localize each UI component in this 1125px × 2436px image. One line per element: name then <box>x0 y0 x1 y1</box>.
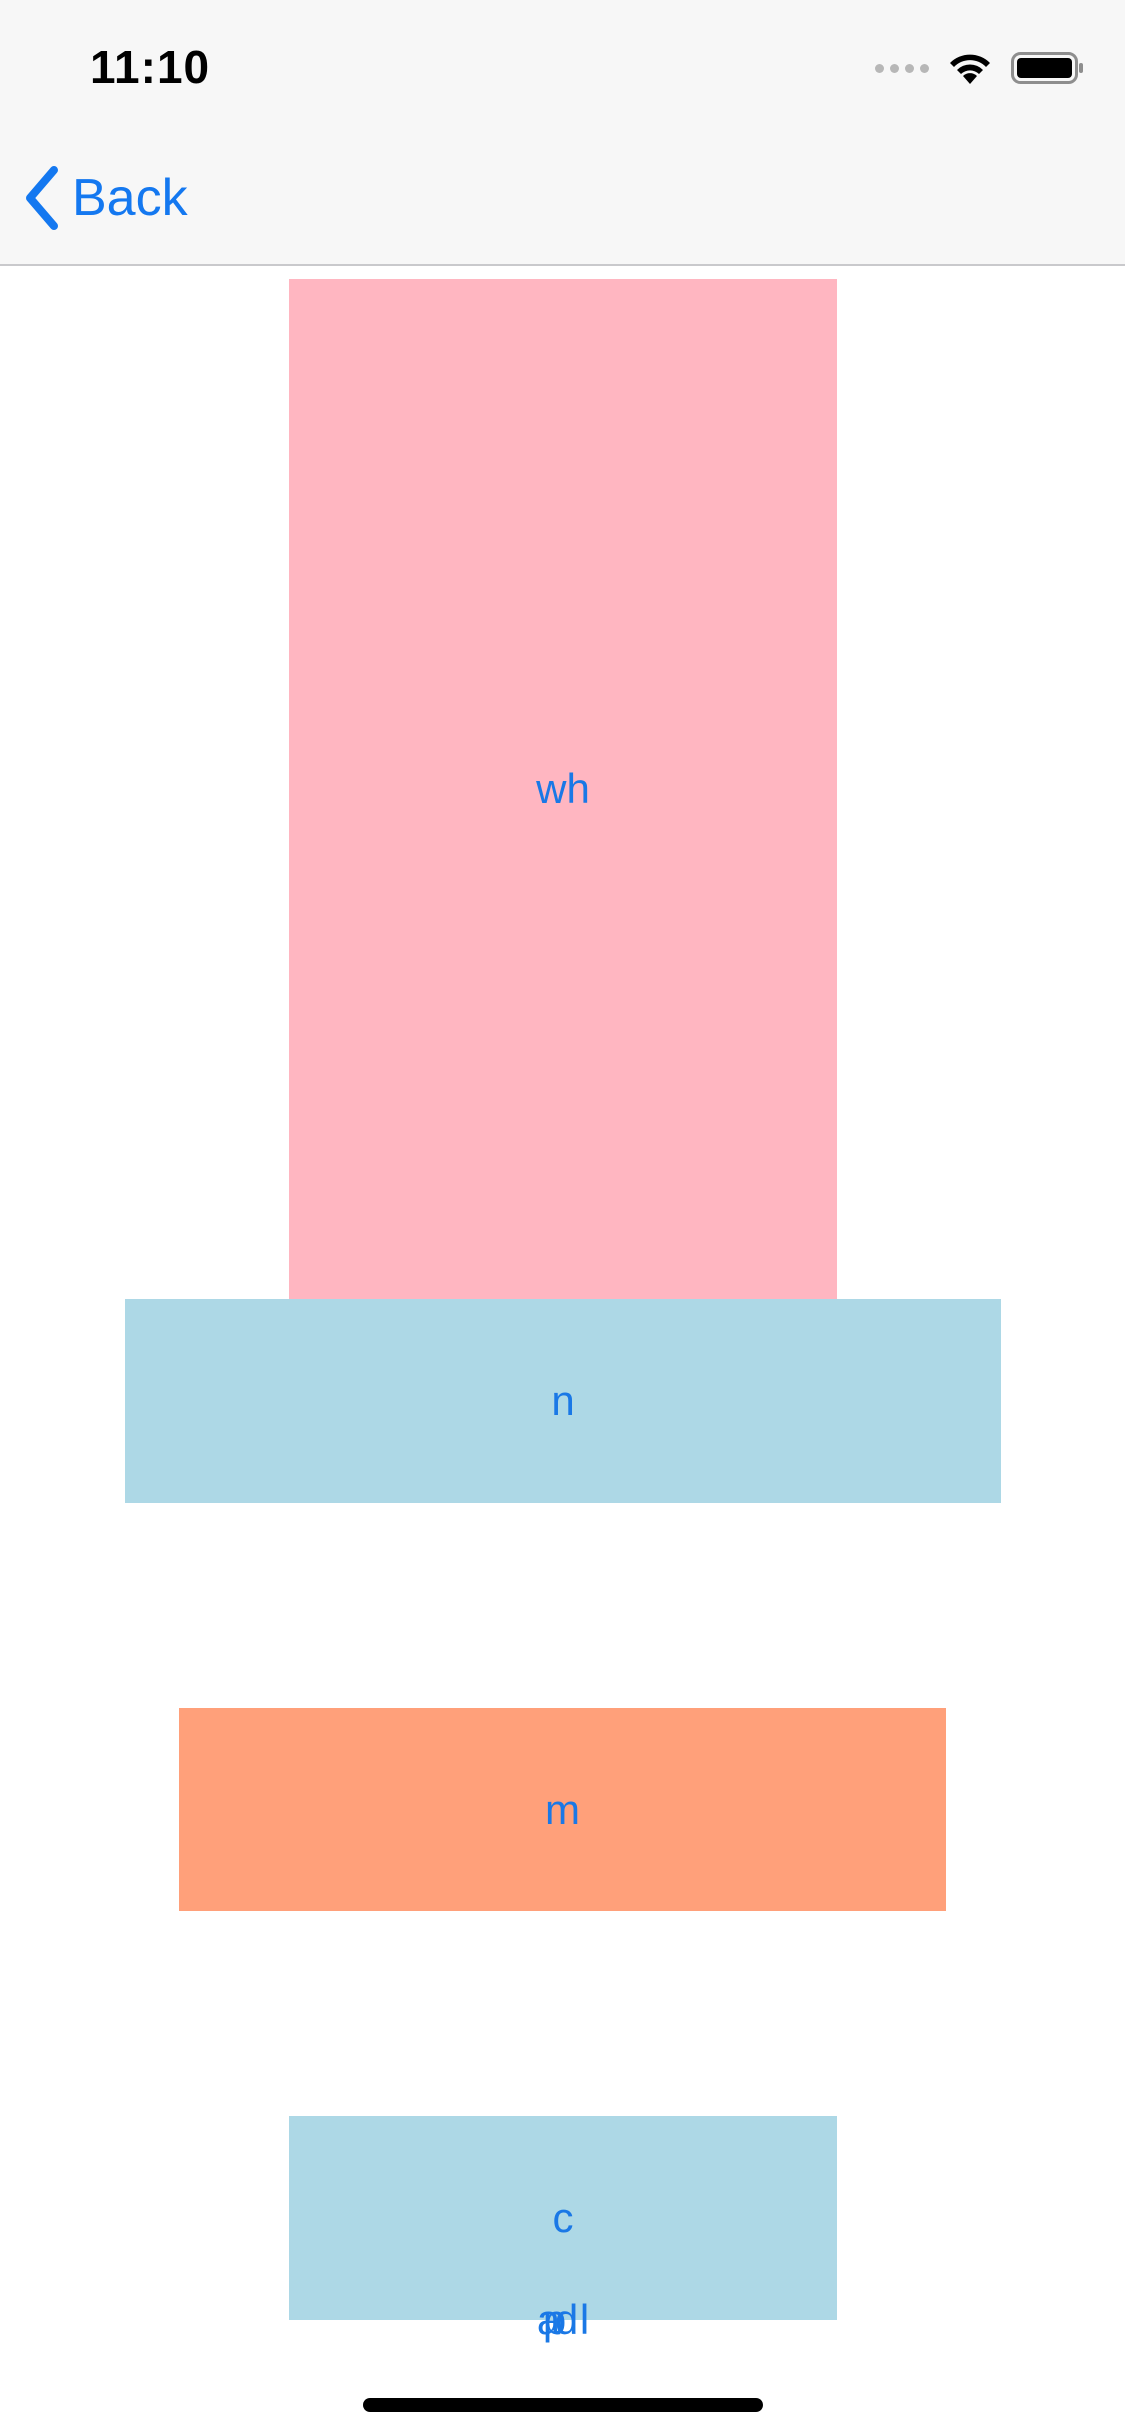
block-label: c <box>552 2194 574 2241</box>
back-label: Back <box>72 169 188 227</box>
home-indicator <box>363 2398 763 2412</box>
status-bar: 11:10 <box>0 0 1125 132</box>
wifi-icon <box>950 54 990 84</box>
block-wh: wh <box>289 279 837 1299</box>
block-label: m <box>545 1785 580 1833</box>
navigation-bar: Back <box>0 132 1125 266</box>
block-m: m <box>179 1708 946 1911</box>
block-c: c <box>289 2116 837 2320</box>
back-button[interactable]: Back <box>22 162 188 234</box>
status-time: 11:10 <box>90 41 211 93</box>
battery-icon <box>1011 52 1083 84</box>
status-icons <box>875 48 1085 88</box>
block-n: n <box>125 1299 1001 1503</box>
block-label: wh <box>536 765 590 812</box>
chevron-left-icon <box>26 166 58 230</box>
cellular-signal-icon <box>875 63 929 73</box>
block-label: n <box>551 1377 575 1424</box>
